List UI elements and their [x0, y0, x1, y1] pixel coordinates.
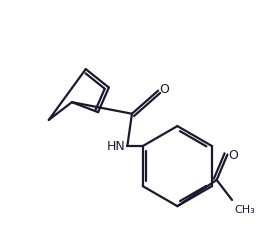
Text: O: O: [229, 149, 239, 162]
Text: O: O: [159, 83, 169, 96]
Text: CH₃: CH₃: [234, 204, 255, 215]
Text: HN: HN: [107, 140, 126, 153]
